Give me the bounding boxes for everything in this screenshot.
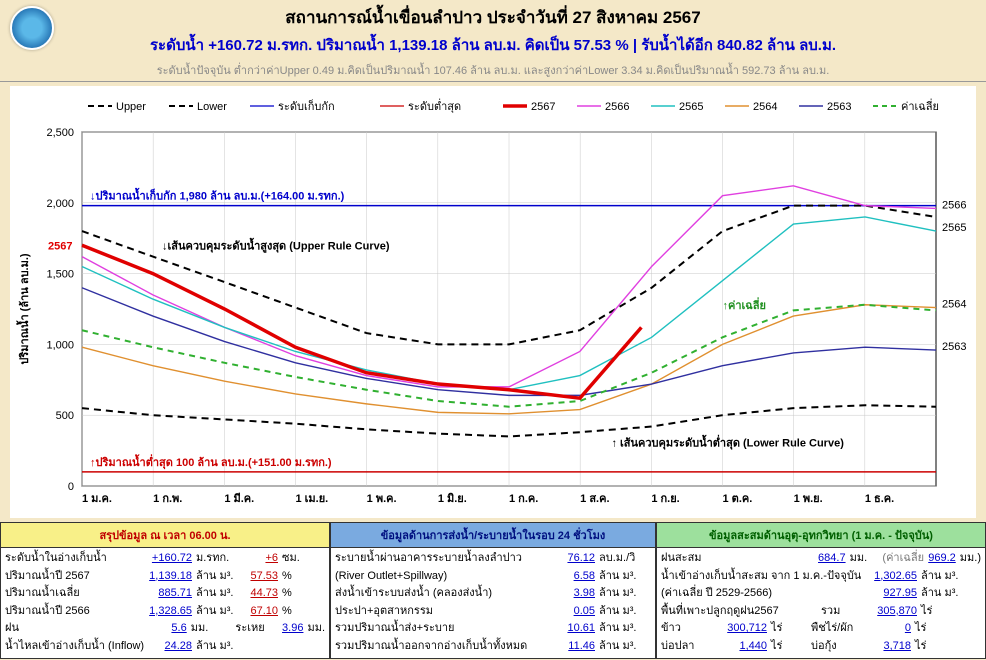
svg-text:1 พ.ค.: 1 พ.ค. <box>367 493 397 505</box>
svg-text:ระดับต่ำสุด: ระดับต่ำสุด <box>408 98 461 113</box>
svg-text:1 ก.ค.: 1 ก.ค. <box>509 493 538 505</box>
table-row: ระบายน้ำผ่านอาคารระบายน้ำลงลำปาว76.12ลบ.… <box>335 550 651 568</box>
svg-text:2563: 2563 <box>827 101 851 113</box>
svg-text:1 ก.พ.: 1 ก.พ. <box>153 493 182 505</box>
svg-text:2564: 2564 <box>942 299 966 311</box>
svg-text:ปริมาณน้ำ (ล้าน ลบ.ม.): ปริมาณน้ำ (ล้าน ลบ.ม.) <box>16 253 31 365</box>
table-row: ปริมาณน้ำปี 25661,328.65ล้าน ม³.67.10% <box>5 603 325 621</box>
svg-text:↑ เส้นควบคุมระดับน้ำต่ำสุด (Lo: ↑ เส้นควบคุมระดับน้ำต่ำสุด (Lower Rule C… <box>611 435 844 451</box>
table-row: (River Outlet+Spillway)6.58ล้าน ม³. <box>335 568 651 586</box>
svg-text:ค่าเฉลี่ย: ค่าเฉลี่ย <box>901 98 939 113</box>
title-note: ระดับน้ำปัจจุบัน ต่ำกว่าค่าUpper 0.49 ม.… <box>0 61 986 79</box>
data-tables: สรุปข้อมูล ณ เวลา 06.00 น. ระดับน้ำในอ่า… <box>0 522 986 659</box>
svg-text:2,500: 2,500 <box>46 127 74 139</box>
table-row: ปริมาณน้ำเฉลี่ย885.71ล้าน ม³.44.73% <box>5 585 325 603</box>
svg-text:ระดับเก็บกัก: ระดับเก็บกัก <box>278 99 335 113</box>
summary-table: สรุปข้อมูล ณ เวลา 06.00 น. ระดับน้ำในอ่า… <box>0 522 330 659</box>
agency-logo <box>10 6 54 50</box>
title-main: สถานการณ์น้ำเขื่อนลำปาว ประจำวันที่ 27 ส… <box>0 4 986 31</box>
svg-text:↓ปริมาณน้ำเก็บกัก 1,980 ล้าน ล: ↓ปริมาณน้ำเก็บกัก 1,980 ล้าน ลบ.ม.(+164.… <box>90 188 345 203</box>
svg-text:2564: 2564 <box>753 101 777 113</box>
svg-text:1 ธ.ค.: 1 ธ.ค. <box>865 493 894 505</box>
svg-text:2567: 2567 <box>48 240 72 252</box>
outflow-table: ข้อมูลด้านการส่งน้ำ/ระบายน้ำในรอบ 24 ชั่… <box>330 522 656 659</box>
svg-text:1 มี.ค.: 1 มี.ค. <box>224 492 254 505</box>
svg-text:2566: 2566 <box>605 101 629 113</box>
summary-table-header: สรุปข้อมูล ณ เวลา 06.00 น. <box>1 523 329 548</box>
svg-text:↑ปริมาณน้ำต่ำสุด 100 ล้าน ลบ.ม: ↑ปริมาณน้ำต่ำสุด 100 ล้าน ลบ.ม.(+151.00 … <box>90 454 332 470</box>
table-row: พื้นที่เพาะปลูกฤดูฝน2567รวม305,870ไร่ <box>661 603 981 621</box>
svg-text:0: 0 <box>68 481 74 493</box>
svg-text:Lower: Lower <box>197 101 227 113</box>
svg-text:↑ค่าเฉลี่ย: ↑ค่าเฉลี่ย <box>723 297 766 312</box>
svg-text:↓เส้นควบคุมระดับน้ำสูงสุด (Upp: ↓เส้นควบคุมระดับน้ำสูงสุด (Upper Rule Cu… <box>162 237 390 253</box>
title-sub: ระดับน้ำ +160.72 ม.รทก. ปริมาณน้ำ 1,139.… <box>0 33 986 57</box>
table-row: น้ำไหลเข้าอ่างเก็บน้ำ (Inflow)24.28ล้าน … <box>5 638 325 656</box>
svg-text:1 เม.ย.: 1 เม.ย. <box>296 493 329 505</box>
svg-text:1 ส.ค.: 1 ส.ค. <box>580 493 609 505</box>
table-row: รวมปริมาณน้ำออกจากอ่างเก็บน้ำทั้งหมด11.4… <box>335 638 651 656</box>
table-row: น้ำเข้าอ่างเก็บน้ำสะสม จาก 1 ม.ค.-ปัจจุบ… <box>661 568 981 586</box>
cumulative-table-header: ข้อมูลสะสมด้านอุตุ-อุทกวิทยา (1 ม.ค. - ป… <box>657 523 985 548</box>
table-row: ฝนสะสม684.7มม.(ค่าเฉลี่ย969.2มม.) <box>661 550 981 568</box>
svg-text:1 ก.ย.: 1 ก.ย. <box>651 493 679 505</box>
table-row: (ค่าเฉลี่ย ปี 2529-2566)927.95ล้าน ม³. <box>661 585 981 603</box>
svg-text:2565: 2565 <box>679 101 703 113</box>
svg-text:2565: 2565 <box>942 222 966 234</box>
reservoir-chart: 0 500 1,000 1,500 2,000 2,500 1 ม.ค. 1 ก.พ. 1 มี… <box>10 86 976 518</box>
svg-text:2,000: 2,000 <box>46 198 74 210</box>
header: สถานการณ์น้ำเขื่อนลำปาว ประจำวันที่ 27 ส… <box>0 0 986 82</box>
outflow-table-header: ข้อมูลด้านการส่งน้ำ/ระบายน้ำในรอบ 24 ชั่… <box>331 523 655 548</box>
table-row: ฝน5.6มม.ระเหย3.96มม. <box>5 620 325 638</box>
svg-text:1,500: 1,500 <box>46 269 74 281</box>
svg-text:1 ม.ค.: 1 ม.ค. <box>82 493 112 505</box>
table-row: บ่อปลา1,440ไร่บ่อกุ้ง3,718ไร่ <box>661 638 981 656</box>
svg-text:2567: 2567 <box>531 101 555 113</box>
table-row: ส่งน้ำเข้าระบบส่งน้ำ (คลองส่งน้ำ)3.98ล้า… <box>335 585 651 603</box>
svg-text:1,000: 1,000 <box>46 339 74 351</box>
table-row: ข้าว300,712ไร่พืชไร่/ผัก0ไร่ <box>661 620 981 638</box>
table-row: ระดับน้ำในอ่างเก็บน้ำ+160.72ม.รทก.+6ซม. <box>5 550 325 568</box>
svg-text:1 มิ.ย.: 1 มิ.ย. <box>438 492 467 505</box>
svg-text:2566: 2566 <box>942 199 966 211</box>
svg-text:Upper: Upper <box>116 101 146 113</box>
table-row: รวมปริมาณน้ำส่ง+ระบาย10.61ล้าน ม³. <box>335 620 651 638</box>
svg-text:1 พ.ย.: 1 พ.ย. <box>794 493 823 505</box>
svg-text:2563: 2563 <box>942 341 966 353</box>
cumulative-table: ข้อมูลสะสมด้านอุตุ-อุทกวิทยา (1 ม.ค. - ป… <box>656 522 986 659</box>
svg-text:500: 500 <box>56 410 74 422</box>
table-row: ปริมาณน้ำปี 25671,139.18ล้าน ม³.57.53% <box>5 568 325 586</box>
svg-text:1 ต.ค.: 1 ต.ค. <box>723 493 753 505</box>
table-row: ประปา+อุตสาหกรรม0.05ล้าน ม³. <box>335 603 651 621</box>
